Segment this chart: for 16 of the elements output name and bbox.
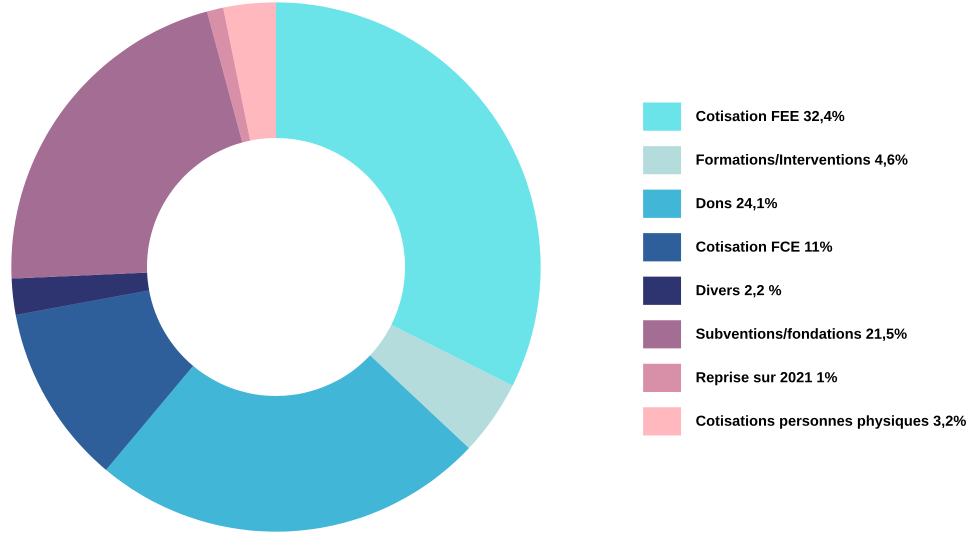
donut-slice	[106, 355, 469, 532]
donut-slice	[276, 2, 541, 386]
legend-label: Cotisation FEE 32,4%	[696, 110, 844, 124]
donut-slice	[370, 324, 513, 448]
legend-label: Reprise sur 2021 1%	[696, 372, 838, 386]
legend-label: Formations/Interventions 4,6%	[696, 154, 908, 167]
donut-slice	[206, 8, 250, 142]
donut-slice	[11, 11, 242, 279]
legend-label: Cotisations personnes physiques 3,2%	[696, 415, 966, 429]
legend-label: Subventions/fondations 21,5%	[696, 328, 907, 341]
donut-slice	[223, 2, 276, 141]
legend-label: Cotisation FCE 11%	[696, 241, 832, 252]
donut-slice	[16, 290, 194, 470]
donut-slice	[12, 272, 150, 315]
legend-label: Dons 24,1%	[696, 198, 778, 210]
legend-label: Divers 2,2 %	[696, 284, 782, 298]
